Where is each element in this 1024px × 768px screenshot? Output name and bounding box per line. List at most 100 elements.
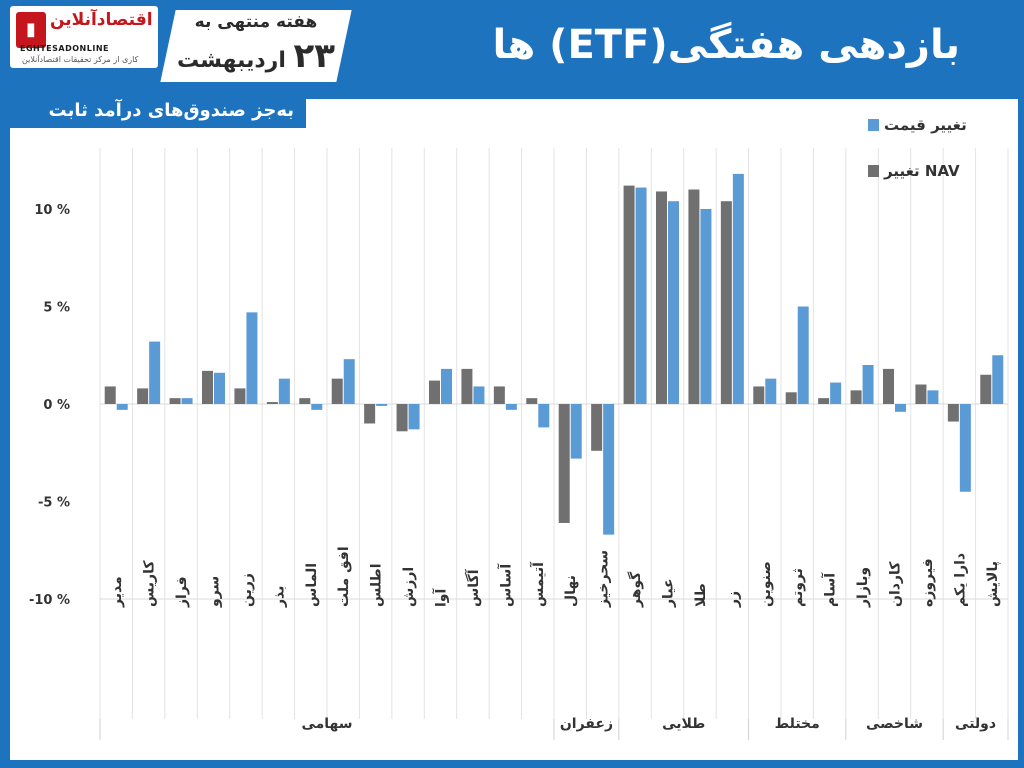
chart-svg: -10 % -5 % 0 % 5 % 10 % مدیر کاریس فراز سرو زرین ب…	[29, 116, 1009, 740]
price-bar	[927, 390, 939, 404]
nav-bar	[104, 386, 116, 404]
category-label: کاردان	[888, 561, 904, 607]
logo-mark-icon: ▮	[16, 12, 46, 48]
price-bar	[408, 404, 420, 430]
category-label: گوهر	[627, 571, 644, 608]
nav-bar	[461, 368, 473, 404]
price-bar	[181, 398, 193, 404]
y-tick-label: 5 %	[43, 301, 70, 316]
week-month: اردیبهشت	[176, 48, 286, 73]
legend-label-price: تغییر قیمت	[884, 116, 967, 134]
price-bar	[473, 386, 485, 404]
category-label: کاریس	[142, 560, 158, 607]
price-bar	[668, 201, 679, 404]
nav-bar	[947, 404, 959, 422]
nav-bar	[202, 370, 213, 404]
price-bar	[505, 404, 517, 410]
week-date: ۲۳ اردیبهشت	[168, 36, 344, 76]
nav-bar	[396, 404, 408, 432]
nav-bar	[915, 384, 927, 404]
nav-bar	[591, 404, 603, 451]
price-bar	[343, 359, 355, 404]
category-label: اطلس	[369, 564, 385, 608]
category-label: عیار	[661, 578, 677, 608]
nav-bar	[785, 392, 797, 404]
price-bar	[992, 355, 1004, 404]
price-bar	[765, 378, 777, 404]
category-label: آساس	[496, 563, 514, 607]
header-title: بازدهی هفتگی(ETF) ها	[493, 14, 990, 90]
group-label: طلایی	[662, 716, 705, 732]
nav-bar	[266, 402, 278, 404]
price-bar	[603, 404, 615, 535]
price-bar	[959, 404, 971, 492]
group-label: زعفران	[560, 716, 613, 732]
nav-bar	[364, 404, 376, 424]
group-label: سهامی	[301, 716, 352, 732]
price-bar	[441, 368, 452, 404]
price-bar	[311, 404, 323, 410]
nav-bar	[493, 386, 505, 404]
nav-bar	[656, 191, 667, 404]
nav-bar	[883, 368, 894, 404]
price-bar	[732, 173, 744, 404]
price-bar	[635, 187, 647, 404]
y-tick-label: 0 %	[43, 398, 70, 413]
y-tick-label: -5 %	[38, 496, 70, 511]
category-label: زرین	[239, 573, 255, 607]
price-bar	[570, 404, 582, 459]
price-bar	[246, 312, 258, 404]
chart-subtitle: به‌جز صندوق‌های درآمد ثابت	[48, 100, 294, 121]
nav-bar	[850, 390, 862, 404]
chart-area: -10 % -5 % 0 % 5 % 10 % مدیر کاریس فراز سرو زرین ب…	[10, 99, 1018, 760]
nav-bar	[137, 388, 149, 404]
category-label: سرو	[207, 576, 223, 608]
price-bar	[149, 341, 161, 404]
logo-latin: EGHTESADONLINE	[20, 44, 109, 53]
category-label: طلا	[693, 583, 709, 607]
category-label: وبازار	[855, 567, 871, 608]
nav-bar	[980, 374, 992, 404]
legend-label-nav: تغییر NAV	[883, 162, 960, 180]
category-label: زر	[725, 591, 741, 608]
category-label: مدیر	[109, 576, 125, 608]
legend-swatch-nav	[868, 165, 879, 177]
category-label: سحرخیز	[596, 550, 612, 608]
price-bar	[862, 365, 874, 404]
nav-bar	[753, 386, 765, 404]
week-label: هفته منتهی به	[194, 12, 318, 32]
category-label: الماس	[304, 563, 320, 607]
y-tick-label: 10 %	[34, 203, 70, 218]
nav-bar	[234, 388, 246, 404]
subtitle-tab: به‌جز صندوق‌های درآمد ثابت	[10, 96, 306, 128]
nav-bar	[429, 380, 440, 404]
category-label: بذر	[271, 586, 287, 608]
category-label: پالایش	[985, 561, 1001, 607]
nav-bar	[299, 398, 311, 404]
legend-swatch-price	[868, 119, 879, 131]
price-bar	[895, 404, 906, 412]
y-tick-label: -10 %	[29, 593, 70, 608]
category-label: آسام	[821, 572, 839, 607]
category-label: فراز	[174, 576, 190, 608]
nav-bar	[558, 404, 570, 523]
category-label: افق ملت	[336, 546, 352, 607]
category-label: ثروتم	[790, 568, 806, 607]
nav-bar	[623, 185, 635, 404]
group-label: مختلط	[775, 716, 820, 732]
group-label: دولتی	[955, 716, 996, 732]
price-bar	[700, 209, 712, 404]
category-label: آوا	[432, 587, 450, 607]
category-label: فیروزه	[920, 558, 936, 607]
nav-bar	[331, 378, 343, 404]
category-label: آگاس	[464, 568, 482, 607]
nav-bar	[818, 398, 830, 404]
category-label: ارزش	[401, 567, 417, 607]
price-bar	[376, 404, 388, 406]
price-bar	[797, 306, 809, 404]
group-label: شاخصی	[866, 716, 923, 732]
nav-bar	[526, 398, 538, 404]
nav-bar	[688, 189, 700, 404]
logo-name: اقتصادآنلاین	[50, 10, 153, 30]
